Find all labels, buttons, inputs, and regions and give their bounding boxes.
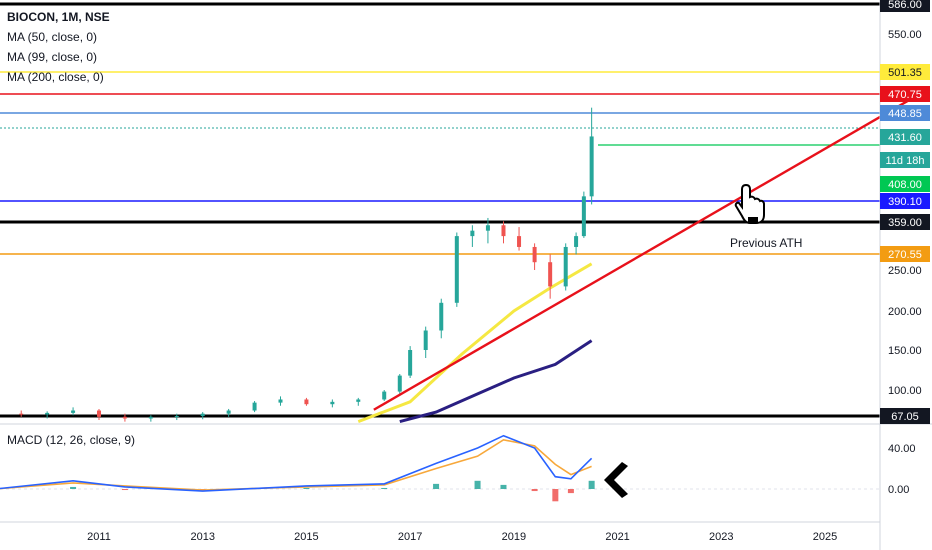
price-label-10: 67.05 (891, 411, 919, 423)
candle-body-11 (278, 399, 283, 403)
candle-body-10 (252, 402, 257, 411)
price-label-bg-9 (880, 246, 930, 262)
ma50-legend: MA (50, close, 0) (7, 30, 98, 44)
macd-hist-bar-6 (474, 480, 481, 489)
ma-fast-line (357, 262, 593, 424)
trend-line (373, 87, 930, 411)
candle-body-16 (397, 375, 402, 392)
price-label-bg-4 (880, 129, 930, 145)
price-label-bg-7 (880, 193, 930, 209)
candle-body-23 (501, 225, 506, 237)
candle-body-15 (382, 391, 387, 400)
price-label-3: 448.85 (888, 108, 922, 120)
price-label-9: 270.55 (888, 249, 922, 261)
symbol-legend: BIOCON, 1M, NSE (7, 10, 110, 24)
candle-body-5 (122, 416, 127, 419)
macd-hist-bar-7 (500, 484, 507, 489)
macd-hist-bar-4 (381, 487, 388, 489)
macd-hist-bar-11 (588, 480, 595, 489)
x-tick-label-2: 2015 (294, 531, 318, 543)
x-tick-label-6: 2023 (709, 531, 733, 543)
x-tick-label-3: 2017 (398, 531, 422, 543)
macd-y-tick-1: 0.00 (888, 484, 909, 496)
candle-body-14 (356, 399, 361, 402)
candle-body-19 (439, 302, 444, 331)
y-tick-label-1: 250.00 (888, 265, 922, 277)
price-label-bg-2 (880, 86, 930, 102)
macd-signal-line (0, 438, 592, 491)
ma99-legend: MA (99, close, 0) (7, 50, 98, 64)
hand-pointer-icon (734, 183, 765, 224)
candle-body-24 (517, 236, 522, 247)
macd-hist-bar-0 (70, 486, 77, 489)
macd-hist-bar-10 (567, 489, 574, 494)
candle-body-21 (470, 230, 475, 237)
candle-body-28 (574, 236, 579, 247)
candle-body-7 (174, 416, 179, 418)
candle-body-27 (563, 246, 568, 287)
x-tick-label-0: 2011 (87, 531, 111, 543)
x-tick-label-4: 2019 (502, 531, 526, 543)
macd-hist-bar-5 (433, 483, 440, 489)
price-label-bg-1 (880, 64, 930, 80)
price-label-4: 431.60 (888, 132, 922, 144)
candle-body-3 (71, 410, 76, 413)
ma200-legend: MA (200, close, 0) (7, 70, 104, 84)
candle-body-18 (423, 330, 428, 350)
x-tick-label-1: 2013 (190, 531, 214, 543)
ma-slow-line (399, 339, 593, 424)
macd-hist-bar-3 (303, 487, 310, 489)
previous-ath-note: Previous ATH (730, 236, 803, 250)
candle-body-8 (200, 413, 205, 417)
price-label-6: 408.00 (888, 179, 922, 191)
candle-body-2 (45, 412, 50, 415)
candle-body-20 (454, 236, 459, 303)
macd-hist-bar-1 (121, 489, 128, 491)
candle-body-13 (330, 401, 335, 405)
candle-body-1 (19, 413, 24, 415)
price-label-bg-0 (880, 0, 930, 12)
candle-body-30 (589, 136, 594, 197)
candle-body-9 (226, 410, 231, 414)
candle-body-17 (408, 350, 413, 376)
candle-body-4 (97, 410, 101, 417)
candle-body-6 (148, 416, 153, 419)
price-label-bg-10 (880, 408, 930, 424)
macd-hist-bar-8 (531, 489, 538, 492)
price-label-0: 586.00 (888, 0, 922, 11)
price-label-7: 390.10 (888, 196, 922, 208)
candle-body-12 (304, 399, 309, 405)
arrow-left-icon (604, 462, 628, 498)
candle-body-29 (581, 196, 586, 237)
macd-y-tick-0: 40.00 (888, 443, 916, 455)
x-tick-label-7: 2025 (813, 531, 837, 543)
price-label-bg-6 (880, 176, 930, 192)
candle-body-22 (485, 225, 490, 231)
macd-line (0, 434, 593, 492)
candle-body-26 (548, 262, 553, 287)
y-tick-label-4: 100.00 (888, 385, 922, 397)
x-tick-label-5: 2021 (605, 531, 629, 543)
price-label-bg-5 (880, 152, 930, 168)
y-tick-label-0: 550.00 (888, 29, 922, 41)
price-label-bg-3 (880, 105, 930, 121)
y-tick-label-2: 200.00 (888, 306, 922, 318)
macd-hist-bar-9 (552, 489, 559, 502)
price-label-5: 11d 18h (886, 155, 925, 167)
y-tick-label-3: 150.00 (888, 345, 922, 357)
price-label-bg-8 (880, 214, 930, 230)
candle-body-25 (532, 246, 537, 263)
price-label-8: 359.00 (888, 217, 922, 229)
price-label-2: 470.75 (888, 89, 922, 101)
price-label-1: 501.35 (888, 67, 922, 79)
macd-legend: MACD (12, 26, close, 9) (7, 433, 136, 447)
